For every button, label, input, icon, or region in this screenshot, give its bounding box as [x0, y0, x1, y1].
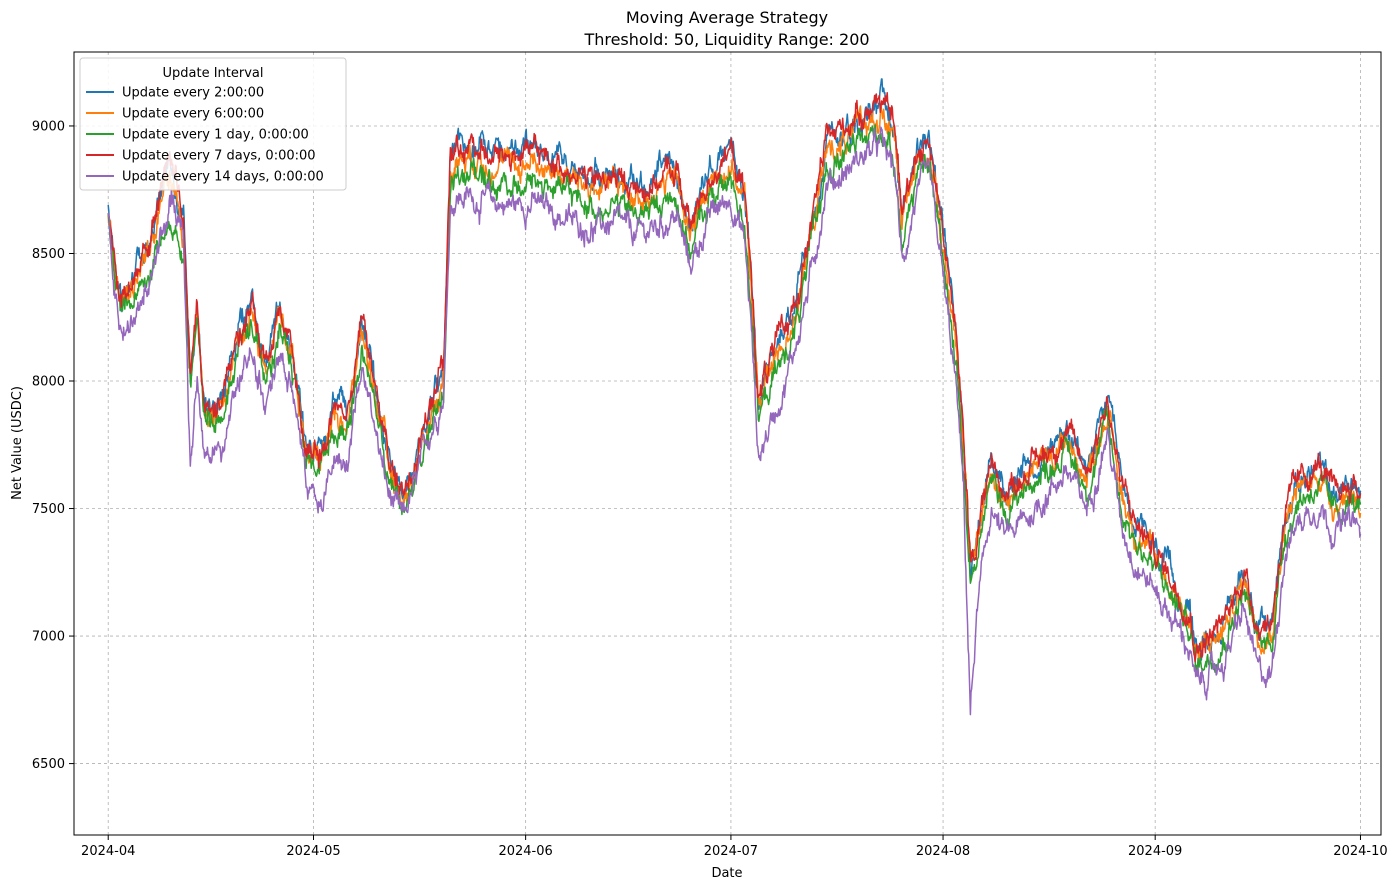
- x-tick-label: 2024-09: [1128, 844, 1182, 859]
- y-tick-label: 7500: [32, 502, 65, 517]
- y-tick-label: 9000: [32, 119, 65, 134]
- y-tick-label: 8500: [32, 247, 65, 262]
- y-axis-title: Net Value (USDC): [10, 386, 25, 500]
- x-tick-label: 2024-10: [1333, 844, 1387, 859]
- series-line-4: [107, 91, 1362, 663]
- x-axis-title: Date: [711, 866, 742, 881]
- legend-label: Update every 1 day, 0:00:00: [122, 128, 309, 143]
- chart-title: Moving Average Strategy: [626, 8, 828, 27]
- x-tick-label: 2024-07: [704, 844, 758, 859]
- x-tick-label: 2024-05: [286, 844, 340, 859]
- y-tick-label: 8000: [32, 375, 65, 390]
- y-tick-label: 7000: [32, 630, 65, 645]
- legend-label: Update every 7 days, 0:00:00: [122, 149, 316, 164]
- x-tick-label: 2024-06: [498, 844, 552, 859]
- legend-label: Update every 2:00:00: [122, 86, 264, 101]
- legend: Update Interval Update every 2:00:00Upda…: [79, 57, 347, 191]
- legend-label: Update every 6:00:00: [122, 107, 264, 122]
- y-tick-label: 6500: [32, 757, 65, 772]
- plot-frame: [73, 51, 1382, 836]
- axis-ticks: 2024-04 2024-05 2024-06 2024-07 2024-08 2024-…: [32, 119, 1388, 859]
- chart-subtitle: Threshold: 50, Liquidity Range: 200: [583, 30, 869, 49]
- series-lines: [107, 78, 1362, 716]
- x-tick-label: 2024-04: [81, 844, 135, 859]
- series-line-3: [107, 124, 1362, 674]
- series-line-5: [107, 126, 1362, 716]
- legend-items: Update every 2:00:00 Update every 6:00:00…: [86, 86, 324, 185]
- legend-title: Update Interval: [163, 66, 264, 81]
- x-tick-label: 2024-08: [916, 844, 970, 859]
- legend-box: [79, 57, 347, 191]
- legend-label: Update every 14 days, 0:00:00: [122, 170, 324, 185]
